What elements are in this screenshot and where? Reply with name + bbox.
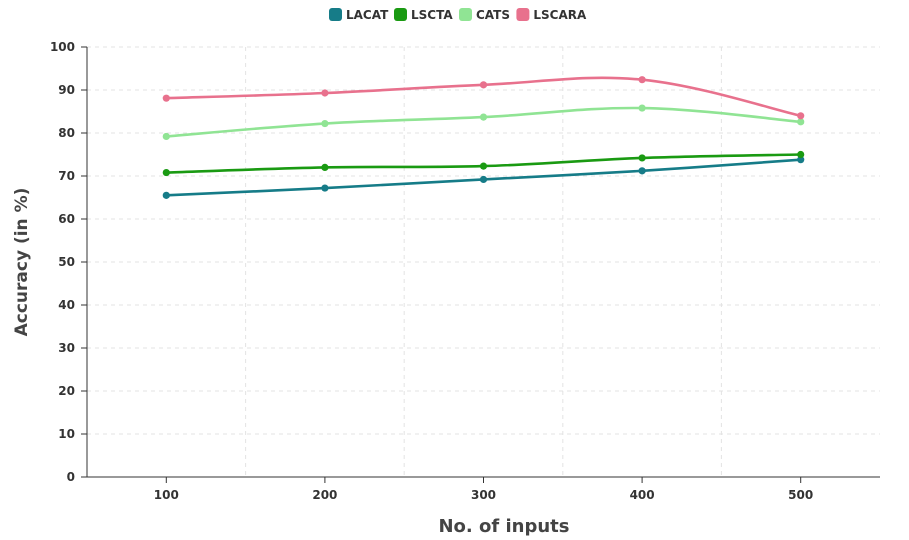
y-tick-label: 30 (58, 341, 75, 355)
x-tick-label: 400 (630, 488, 655, 502)
legend-item-cats[interactable]: CATS (459, 8, 510, 22)
data-point-lscta[interactable] (321, 163, 329, 171)
y-tick-label: 100 (50, 40, 75, 54)
data-point-lacat[interactable] (321, 184, 329, 192)
series-lacat (162, 156, 805, 199)
y-tick-label: 40 (58, 298, 75, 312)
x-tick-label: 300 (471, 488, 496, 502)
data-point-cats[interactable] (797, 118, 805, 126)
y-tick-label: 90 (58, 83, 75, 97)
legend-label-lacat: LACAT (346, 8, 389, 22)
y-tick-label: 0 (67, 470, 75, 484)
legend: LACAT LSCTA CATS LSCARA (329, 8, 587, 22)
series-lscara (162, 76, 805, 120)
data-point-lscara[interactable] (479, 81, 488, 89)
data-point-cats[interactable] (162, 132, 170, 141)
legend-label-lscta: LSCTA (411, 8, 453, 22)
data-point-cats[interactable] (638, 104, 646, 112)
legend-swatch-lscara (516, 8, 530, 21)
y-tick-label: 50 (58, 255, 75, 269)
data-point-cats[interactable] (321, 119, 329, 128)
x-tick-label: 200 (312, 488, 337, 502)
data-point-lscta[interactable] (638, 154, 646, 162)
y-ticks: 0 10 20 30 40 50 60 70 80 90 100 (50, 40, 87, 484)
data-point-lscara[interactable] (797, 112, 805, 120)
legend-swatch-lscta (394, 8, 407, 21)
legend-item-lscta[interactable]: LSCTA (394, 8, 453, 22)
data-point-cats[interactable] (479, 113, 488, 121)
data-point-lscta[interactable] (797, 150, 805, 159)
x-axis-title: No. of inputs (438, 516, 569, 537)
data-point-lscta[interactable] (479, 162, 488, 170)
data-point-lacat[interactable] (797, 156, 805, 164)
y-axis-title: Accuracy (in %) (12, 188, 32, 337)
legend-label-lscara: LSCARA (533, 8, 587, 22)
legend-swatch-lacat (329, 8, 342, 21)
data-point-lscara[interactable] (321, 89, 329, 97)
data-point-lacat[interactable] (638, 167, 646, 175)
x-tick-label: 100 (154, 488, 179, 502)
series-lscta (162, 150, 805, 177)
legend-item-lacat[interactable]: LACAT (329, 8, 389, 22)
y-tick-label: 10 (58, 427, 75, 441)
x-tick-label: 500 (788, 488, 813, 502)
data-point-lscta[interactable] (162, 168, 170, 177)
gridlines (87, 46, 880, 477)
series-lines (162, 76, 805, 199)
data-point-lacat[interactable] (479, 175, 488, 184)
data-point-lscara[interactable] (638, 76, 646, 84)
x-ticks: 100 200 300 400 500 (154, 477, 813, 502)
y-tick-label: 20 (58, 384, 75, 398)
legend-item-lscara[interactable]: LSCARA (516, 8, 587, 22)
legend-swatch-cats (459, 8, 472, 21)
data-point-lacat[interactable] (162, 191, 170, 199)
series-line-cats (166, 106, 801, 138)
y-tick-label: 80 (58, 126, 75, 140)
data-point-lscara[interactable] (162, 94, 170, 102)
y-tick-label: 70 (58, 169, 75, 183)
y-tick-label: 60 (58, 212, 75, 226)
series-cats (162, 104, 805, 141)
legend-label-cats: CATS (476, 8, 510, 22)
